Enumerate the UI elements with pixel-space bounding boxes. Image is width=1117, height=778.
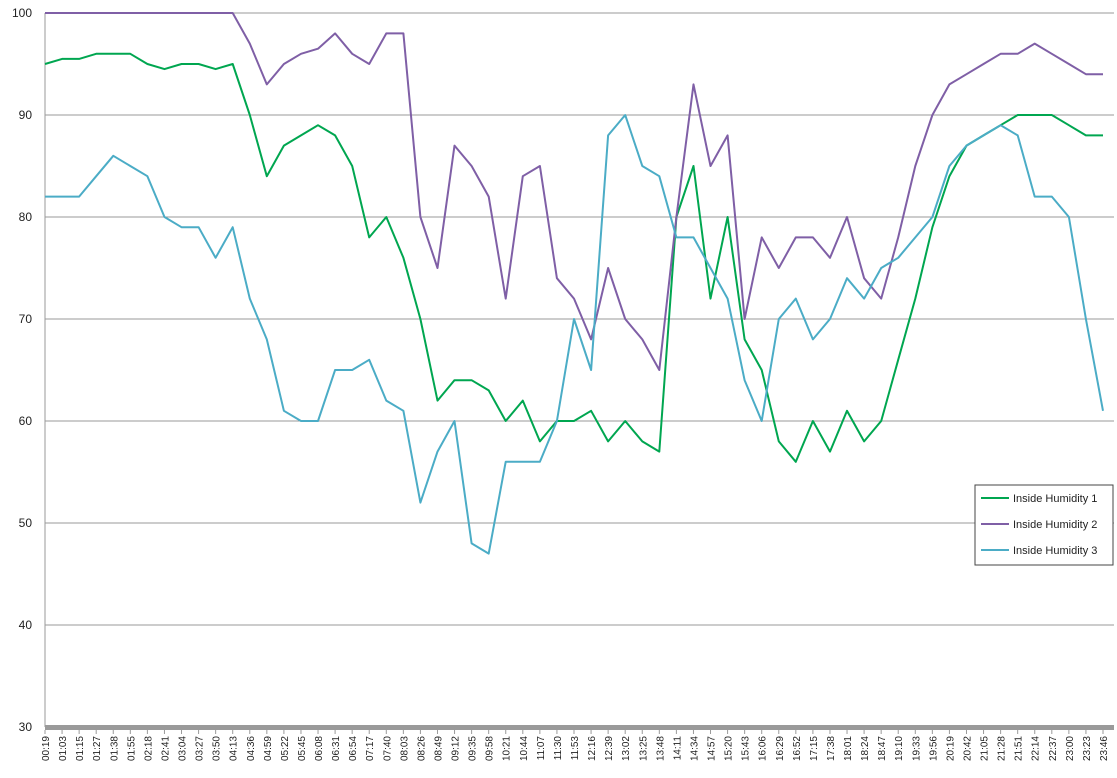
x-tick-label: 09:12 xyxy=(451,736,462,761)
legend-label: Inside Humidity 3 xyxy=(1013,545,1097,557)
x-tick-label: 23:23 xyxy=(1082,736,1093,761)
y-tick-label: 90 xyxy=(19,108,33,122)
x-tick-label: 19:56 xyxy=(928,736,939,761)
x-tick-label: 14:11 xyxy=(672,736,683,761)
x-tick-label: 15:43 xyxy=(741,736,752,761)
x-tick-label: 01:38 xyxy=(109,736,120,761)
x-tick-label: 01:15 xyxy=(75,736,86,761)
x-tick-label: 19:33 xyxy=(911,736,922,761)
x-tick-label: 08:26 xyxy=(416,736,427,761)
x-tick-label: 17:15 xyxy=(809,736,820,761)
x-tick-label: 04:36 xyxy=(246,736,257,761)
x-tick-label: 06:08 xyxy=(314,736,325,761)
x-tick-label: 11:53 xyxy=(570,736,581,761)
legend-label: Inside Humidity 1 xyxy=(1013,493,1097,505)
x-tick-label: 10:21 xyxy=(502,736,513,761)
x-tick-label: 15:20 xyxy=(724,736,735,761)
x-tick-label: 02:18 xyxy=(143,736,154,761)
x-tick-label: 16:29 xyxy=(775,736,786,761)
x-tick-label: 21:05 xyxy=(980,736,991,761)
x-tick-label: 20:42 xyxy=(962,736,973,761)
x-tick-label: 04:13 xyxy=(229,736,240,761)
x-tick-label: 12:16 xyxy=(587,736,598,761)
y-tick-label: 100 xyxy=(12,6,32,20)
x-tick-label: 13:02 xyxy=(621,736,632,761)
x-tick-label: 11:07 xyxy=(536,736,547,761)
x-tick-label: 14:34 xyxy=(689,736,700,761)
x-tick-label: 09:35 xyxy=(468,736,479,761)
line-series xyxy=(44,52,1103,463)
x-tick-label: 01:55 xyxy=(126,736,137,761)
x-tick-label: 07:40 xyxy=(382,736,393,761)
x-tick-label: 01:27 xyxy=(92,736,103,761)
x-tick-label: 18:24 xyxy=(860,736,871,761)
line-series xyxy=(45,12,1103,371)
x-tick-label: 09:58 xyxy=(485,736,496,761)
x-tick-label: 07:17 xyxy=(365,736,376,761)
x-tick-label: 02:41 xyxy=(160,736,171,761)
x-tick-label: 05:22 xyxy=(280,736,291,761)
x-tick-label: 22:37 xyxy=(1048,736,1059,761)
x-tick-label: 03:50 xyxy=(212,736,223,761)
x-tick-label: 20:19 xyxy=(945,736,956,761)
x-tick-label: 11:30 xyxy=(553,736,564,761)
x-tick-label: 21:28 xyxy=(997,736,1008,761)
x-axis xyxy=(45,725,1114,730)
x-tick-label: 03:04 xyxy=(178,736,189,761)
x-tick-label: 05:45 xyxy=(297,736,308,761)
x-tick-label: 08:49 xyxy=(433,736,444,761)
x-tick-label: 10:44 xyxy=(519,736,530,761)
y-tick-label: 30 xyxy=(19,720,33,734)
line-series xyxy=(45,114,1104,555)
x-tick-label: 12:39 xyxy=(604,736,615,761)
x-tick-label: 23:46 xyxy=(1099,736,1110,761)
x-tick-label: 14:57 xyxy=(707,736,718,761)
x-tick-label: 03:27 xyxy=(195,736,206,761)
y-tick-label: 50 xyxy=(19,516,33,530)
x-tick-label: 16:06 xyxy=(758,736,769,761)
x-tick-label: 13:25 xyxy=(638,736,649,761)
x-tick-label: 13:48 xyxy=(655,736,666,761)
x-tick-label: 19:10 xyxy=(894,736,905,761)
x-tick-label: 06:54 xyxy=(348,736,359,761)
y-tick-label: 70 xyxy=(19,312,33,326)
y-tick-label: 40 xyxy=(19,618,33,632)
x-tick-label: 16:52 xyxy=(792,736,803,761)
x-tick-label: 18:47 xyxy=(877,736,888,761)
legend-label: Inside Humidity 2 xyxy=(1013,519,1097,531)
x-tick-label: 08:03 xyxy=(399,736,410,761)
y-tick-label: 60 xyxy=(19,414,33,428)
x-tick-label: 06:31 xyxy=(331,736,342,761)
x-tick-label: 23:00 xyxy=(1065,736,1076,761)
x-tick-label: 21:51 xyxy=(1014,736,1025,761)
y-tick-label: 80 xyxy=(19,210,33,224)
x-tick-label: 01:03 xyxy=(58,736,69,761)
x-tick-label: 04:59 xyxy=(263,736,274,761)
x-tick-label: 00:19 xyxy=(41,736,52,761)
x-tick-label: 22:14 xyxy=(1031,736,1042,761)
x-tick-label: 18:01 xyxy=(843,736,854,761)
x-tick-label: 17:38 xyxy=(826,736,837,761)
